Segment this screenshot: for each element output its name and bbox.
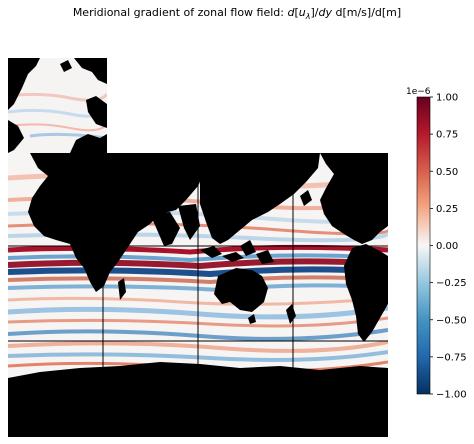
colorbar-tick-label: 0.25 (436, 204, 458, 215)
title-var-u: u (298, 6, 306, 19)
colorbar-tick-label: 0.00 (436, 241, 458, 252)
landmass-africa-eurasia (28, 153, 205, 292)
landmass-north-america (320, 153, 388, 244)
plot-title: Meridional gradient of zonal flow field:… (0, 6, 474, 21)
title-var-d: d (287, 6, 295, 19)
inset-landmass (8, 58, 40, 110)
landmass-australia (214, 268, 268, 312)
colorbar-tick-label: 0.50 (436, 167, 458, 178)
colorbar-tick-label: 0.75 (436, 130, 458, 141)
inset-map-panel (8, 58, 107, 153)
colorbar: 1e−6 1.00 0.75 0.50 0.25 0.00 −0.25 −0.50 −0.75… (406, 87, 467, 401)
title-var-sub: λ (305, 12, 311, 22)
title-var-dy: dy (318, 6, 332, 19)
title-bracket-open: [ (294, 6, 299, 19)
map-gridlines (8, 153, 388, 437)
colorbar-tick-label: −1.00 (436, 390, 467, 401)
landmass-south-america (344, 244, 388, 342)
title-units: d[m/s]/d[m] (331, 6, 402, 19)
landmass-asia (200, 153, 320, 244)
colorbar-tick-label: −0.50 (436, 315, 467, 326)
colorbar-gradient (416, 96, 431, 395)
colorbar-tick-label: −0.75 (436, 352, 467, 363)
title-text: Meridional gradient of zonal flow field: (72, 6, 288, 19)
colorbar-tick-label: 1.00 (436, 93, 458, 104)
title-bracket-close: ]/ (310, 6, 319, 19)
colorbar-multiplier: 1e−6 (406, 87, 431, 97)
main-map-panel (8, 153, 388, 437)
colorbar-tick-label: −0.25 (436, 278, 467, 289)
